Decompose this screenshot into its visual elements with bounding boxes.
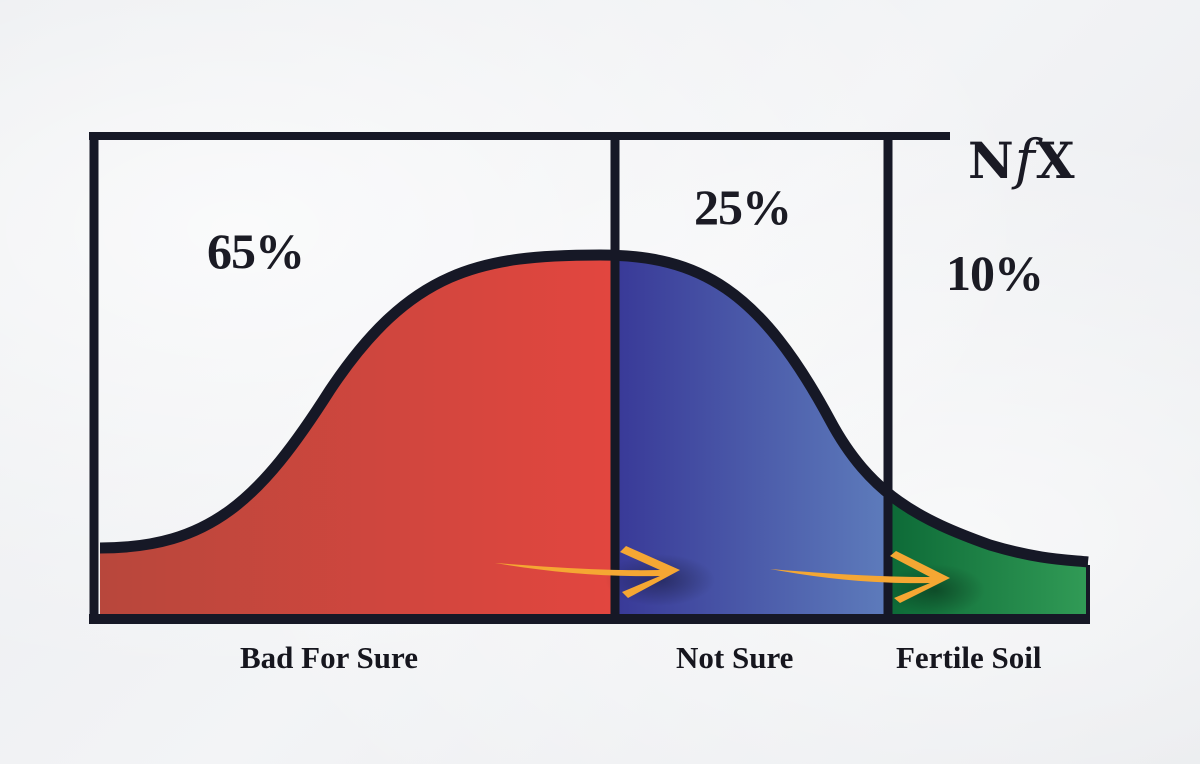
value-label-bad-for-sure: 65% (207, 223, 305, 279)
category-label-not-sure: Not Sure (676, 640, 794, 675)
arrow-to-not-sure (495, 546, 680, 598)
chart-frame (89, 132, 1090, 624)
logo-letter-x: X (1035, 131, 1076, 190)
value-label-not-sure: 25% (694, 179, 792, 235)
segment-bad-for-sure (100, 255, 612, 614)
logo-letter-f: f (1014, 128, 1036, 191)
logo-letter-n: N (968, 131, 1015, 190)
arrow-to-fertile-soil (770, 551, 950, 603)
category-label-fertile-soil: Fertile Soil (896, 640, 1042, 675)
category-label-bad-for-sure: Bad For Sure (240, 640, 418, 675)
nfx-logo: NfX (968, 128, 1076, 191)
bell-curve-outline (99, 249, 1089, 568)
value-label-fertile-soil: 10% (946, 245, 1044, 301)
